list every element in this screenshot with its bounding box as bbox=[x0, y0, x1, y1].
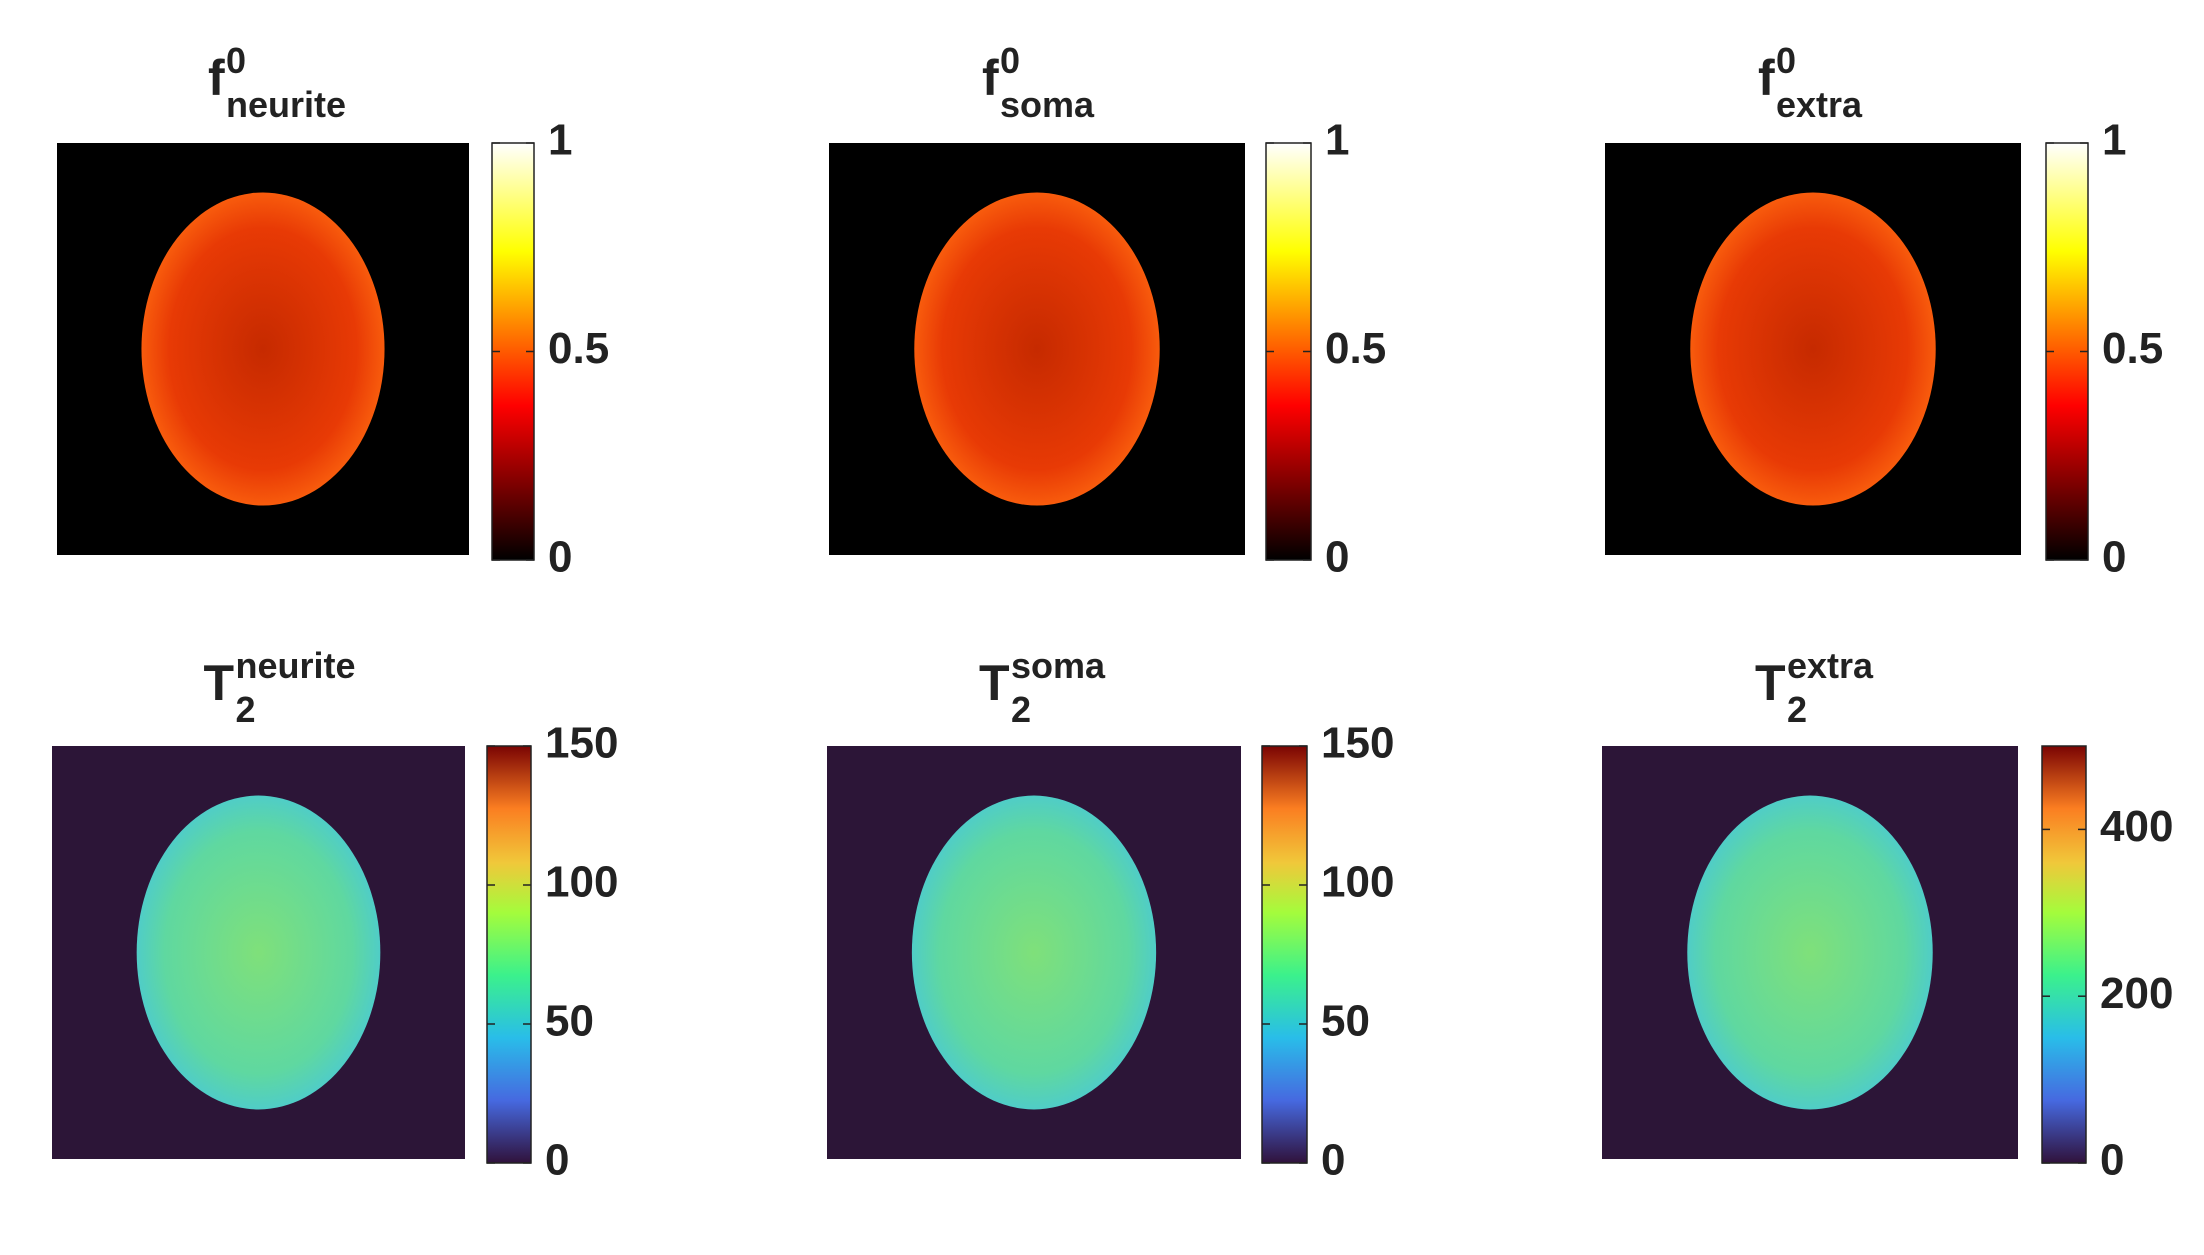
colorbar-tick-label: 400 bbox=[2100, 802, 2173, 851]
title-sup: soma bbox=[1011, 645, 1106, 686]
colorbar-tick-label: 50 bbox=[1321, 997, 1370, 1046]
colorbar bbox=[1261, 745, 1308, 1164]
colorbar-tick-label: 0 bbox=[1325, 533, 1349, 582]
colorbar-tick-label: 0 bbox=[2102, 533, 2126, 582]
colorbar-tick-label: 50 bbox=[545, 997, 594, 1046]
title-sup: 0 bbox=[226, 40, 246, 81]
brain-map bbox=[136, 795, 381, 1110]
title-base: T bbox=[1755, 655, 1786, 711]
title-base: f bbox=[982, 50, 999, 106]
title-sup: 0 bbox=[1776, 40, 1796, 81]
title-base: f bbox=[208, 50, 225, 106]
title-sup: extra bbox=[1787, 645, 1874, 686]
colorbar-tick-label: 0.5 bbox=[1325, 324, 1386, 373]
brain-map bbox=[914, 192, 1160, 506]
panel-title: f bbox=[208, 50, 225, 106]
colorbar-tick-label: 1 bbox=[1325, 116, 1349, 165]
title-sub: 2 bbox=[236, 689, 256, 730]
title-base: T bbox=[204, 655, 235, 711]
brain-map bbox=[141, 192, 385, 506]
colorbar-tick-label: 0 bbox=[548, 533, 572, 582]
panel-title: f bbox=[1758, 50, 1775, 106]
title-sup: 0 bbox=[1000, 40, 1020, 81]
colorbar-tick-label: 200 bbox=[2100, 969, 2173, 1018]
title-sub: 2 bbox=[1787, 689, 1807, 730]
colorbar-tick-label: 0 bbox=[2100, 1136, 2124, 1185]
title-sub: neurite bbox=[226, 84, 346, 125]
colorbar-tick-label: 0.5 bbox=[548, 324, 609, 373]
title-base: T bbox=[979, 655, 1010, 711]
title-sup: neurite bbox=[236, 645, 356, 686]
brain-map bbox=[1690, 192, 1936, 506]
colorbar-tick-label: 1 bbox=[548, 116, 572, 165]
colorbar-tick-label: 0 bbox=[1321, 1136, 1345, 1185]
title-sub: extra bbox=[1776, 84, 1863, 125]
panel-title: T bbox=[204, 655, 235, 711]
colorbar-tick-label: 100 bbox=[1321, 858, 1394, 907]
colorbar-tick-label: 0 bbox=[545, 1136, 569, 1185]
panel-title: T bbox=[1755, 655, 1786, 711]
colorbar bbox=[486, 745, 532, 1164]
title-sub: soma bbox=[1000, 84, 1095, 125]
colorbar bbox=[2041, 745, 2087, 1164]
brain-map bbox=[1687, 795, 1933, 1110]
colorbar-tick-label: 150 bbox=[545, 719, 618, 768]
colorbar-tick-label: 0.5 bbox=[2102, 324, 2163, 373]
panel-title: f bbox=[982, 50, 999, 106]
colorbar-tick-label: 100 bbox=[545, 858, 618, 907]
panel-title: T bbox=[979, 655, 1010, 711]
title-sub: 2 bbox=[1011, 689, 1031, 730]
colorbar-tick-label: 150 bbox=[1321, 719, 1394, 768]
title-base: f bbox=[1758, 50, 1775, 106]
brain-map bbox=[911, 795, 1157, 1110]
colorbar-tick-label: 1 bbox=[2102, 116, 2126, 165]
